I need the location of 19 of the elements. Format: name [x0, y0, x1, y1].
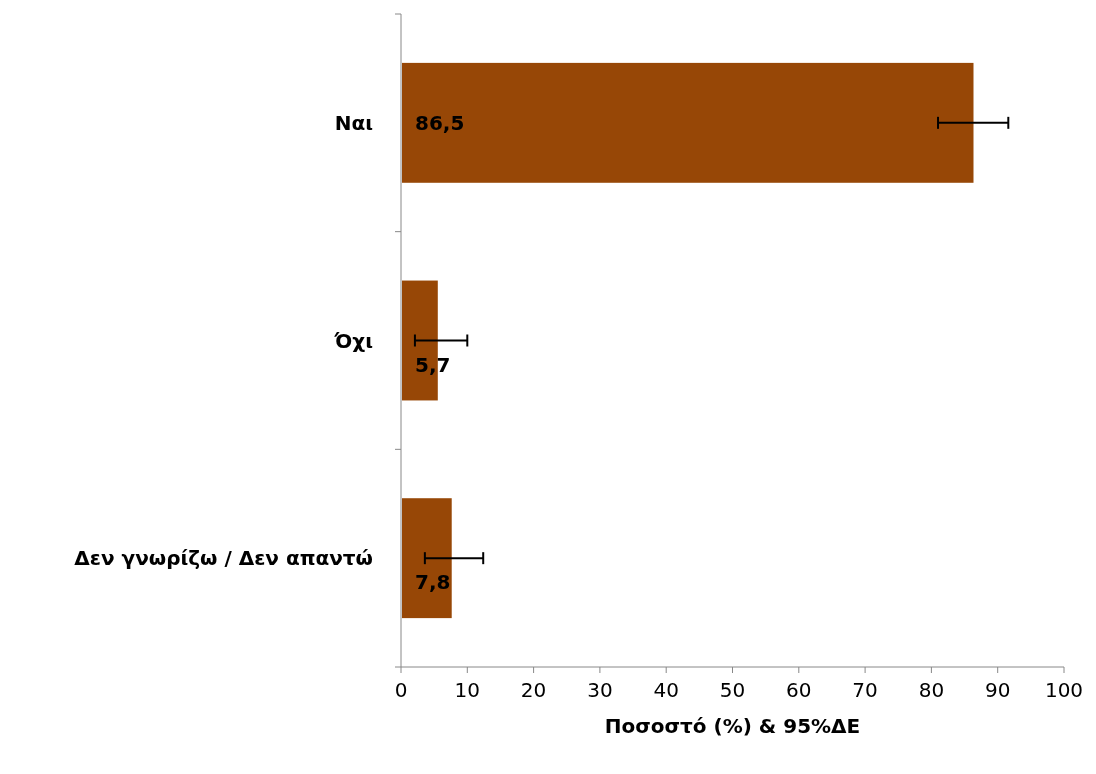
bar — [400, 496, 454, 621]
x-tick-label: 0 — [394, 678, 408, 702]
data-label: 86,5 — [415, 110, 465, 135]
x-axis-title: Ποσοστό (%) & 95%ΔΕ — [604, 714, 861, 738]
x-tick-label: 10 — [454, 678, 481, 702]
x-tick-label: 30 — [587, 678, 613, 702]
x-tick-label: 50 — [719, 678, 746, 702]
x-tick-label: 20 — [520, 678, 547, 702]
y-tick-label: Όχι — [333, 328, 373, 353]
x-tick-label: 60 — [786, 678, 812, 702]
x-tick-label: 90 — [984, 678, 1011, 702]
x-tick-label: 70 — [852, 678, 878, 702]
x-tick-label: 40 — [653, 678, 679, 702]
x-tick-label: 80 — [918, 678, 945, 702]
x-tick-label: 100 — [1044, 678, 1084, 702]
y-tick-label: Ναι — [334, 110, 373, 135]
bar — [400, 60, 976, 185]
y-tick-label: Δεν γνωρίζω / Δεν απαντώ — [74, 546, 373, 571]
data-label: 7,8 — [415, 570, 451, 595]
